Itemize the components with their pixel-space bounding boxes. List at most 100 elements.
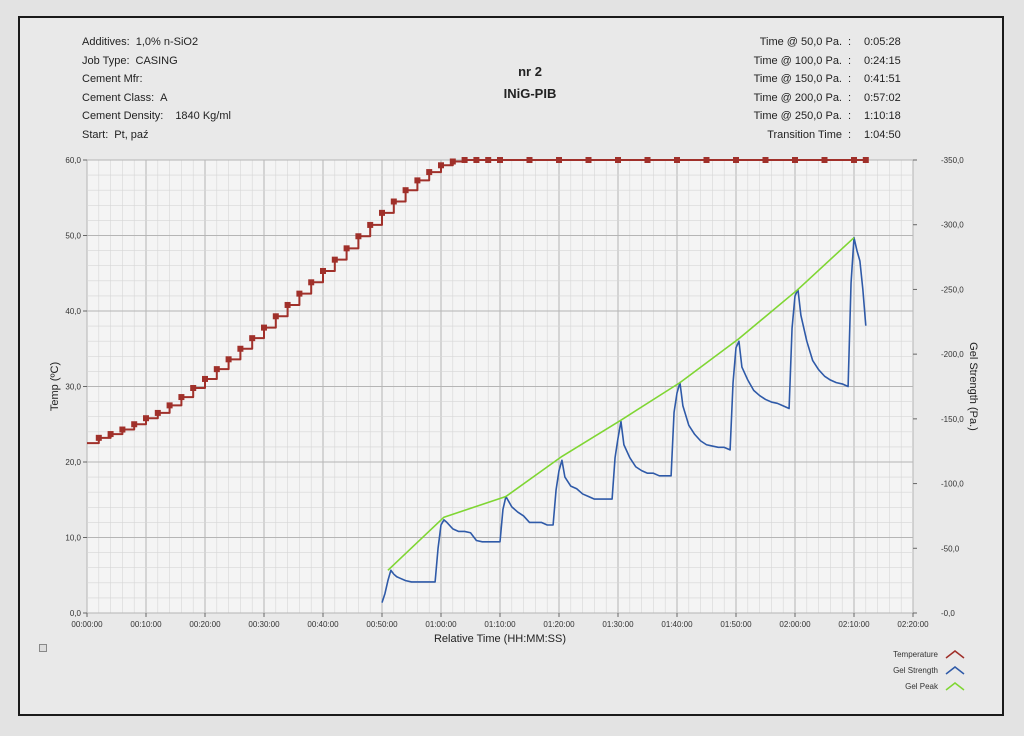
y-right-tick-label: -100,0 — [941, 480, 964, 489]
info-row: Cement Class: A — [82, 92, 167, 104]
temperature-step-marker — [261, 324, 267, 331]
series-line-gel-strength — [381, 236, 867, 603]
temperature-step-marker — [526, 157, 533, 163]
info-value: A — [160, 91, 168, 104]
temperature-step-marker — [473, 157, 480, 163]
gel-time-separator: : — [848, 36, 852, 48]
legend-label: Gel Peak — [905, 682, 939, 691]
temperature-step-marker — [390, 198, 397, 205]
gel-time-separator: : — [848, 91, 852, 104]
temperature-step-marker — [449, 158, 456, 165]
temperature-step-marker — [821, 157, 828, 163]
temperature-step-marker — [461, 157, 468, 163]
series-line-gel-peak — [387, 237, 855, 571]
temperature-step-marker — [202, 375, 208, 382]
temperature-step-marker — [792, 157, 798, 163]
temperature-step-marker — [107, 431, 114, 438]
gel-time-value: 0:24:15 — [864, 54, 901, 67]
gel-time-separator: : — [848, 129, 852, 141]
temperature-step-marker — [154, 409, 161, 416]
y-right-tick-label: -350,0 — [941, 156, 964, 165]
x-tick-label: 02:20:00 — [897, 620, 929, 629]
x-tick-label: 01:30:00 — [602, 620, 634, 629]
info-label: Cement Density: — [82, 110, 164, 123]
y-right-tick-label: -50,0 — [941, 544, 960, 553]
x-tick-label: 01:40:00 — [661, 620, 693, 629]
gel-time-separator: : — [848, 110, 852, 123]
info-value: 1840 Kg/ml — [175, 110, 231, 123]
info-label: Cement Mfr: — [82, 73, 143, 86]
temperature-step-marker — [343, 245, 350, 252]
temperature-step-marker — [178, 394, 185, 401]
temperature-step-marker — [733, 157, 739, 163]
info-label: Additives: — [82, 36, 130, 48]
x-tick-label: 00:00:00 — [71, 620, 103, 629]
gel-time-label: Time @ 200,0 Pa. — [753, 91, 842, 104]
legend-swatch — [945, 650, 965, 659]
info-row: Cement Density: 1840 Kg/ml — [82, 110, 231, 122]
y-right-tick-label: -0,0 — [941, 609, 955, 618]
temperature-step-marker — [237, 345, 244, 352]
gel-time-label: Time @ 150,0 Pa. — [753, 73, 842, 86]
info-row: Cement Mfr: — [82, 73, 149, 85]
temperature-step-marker — [703, 157, 710, 163]
info-row: Additives: 1,0% n-SiO2 — [82, 36, 198, 48]
x-tick-label: 00:30:00 — [248, 620, 280, 629]
temperature-step-marker — [355, 233, 362, 240]
gel-time-label: Time @ 250,0 Pa. — [753, 110, 842, 123]
gel-time-label: Transition Time — [767, 129, 842, 141]
temperature-step-marker — [213, 366, 220, 373]
legend-swatch — [945, 666, 965, 675]
y-right-tick-label: -250,0 — [941, 285, 964, 294]
temperature-step-marker — [190, 385, 197, 392]
gel-time-label: Time @ 100,0 Pa. — [753, 54, 842, 67]
temperature-step-marker — [166, 402, 173, 409]
temperature-step-marker — [95, 434, 102, 441]
info-label: Cement Class: — [82, 91, 155, 104]
temperature-step-marker — [143, 415, 149, 422]
info-value: CASING — [135, 54, 178, 67]
x-tick-label: 01:00:00 — [425, 620, 457, 629]
x-tick-label: 02:10:00 — [838, 620, 870, 629]
temperature-step-marker — [320, 267, 326, 274]
gel-time-label: Time @ 50,0 Pa. — [759, 36, 842, 48]
info-label: Job Type: — [82, 54, 130, 67]
x-tick-label: 00:40:00 — [307, 620, 339, 629]
y-right-tick-label: -200,0 — [941, 350, 964, 359]
gel-time-value: 1:10:18 — [864, 110, 901, 123]
temperature-step-marker — [131, 421, 138, 428]
temperature-step-marker — [674, 157, 680, 163]
temperature-step-marker — [497, 157, 503, 163]
temperature-step-marker — [644, 157, 651, 163]
temperature-step-marker — [762, 157, 769, 163]
x-tick-label: 01:10:00 — [484, 620, 516, 629]
corner-checkbox[interactable] — [39, 644, 47, 652]
temperature-step-marker — [119, 426, 126, 433]
report-subtitle: INiG-PIB — [503, 86, 557, 101]
temperature-step-marker — [249, 335, 256, 342]
temperature-step-marker — [485, 157, 492, 163]
gel-time-value: 0:05:28 — [864, 36, 901, 48]
y-left-tick-label: 60,0 — [65, 156, 81, 165]
temperature-step-marker — [426, 169, 433, 176]
y-right-axis-title: Gel Strength (Pa.) — [967, 342, 979, 431]
temperature-step-marker — [615, 157, 621, 163]
temperature-step-marker — [851, 157, 857, 163]
y-left-tick-label: 30,0 — [65, 383, 81, 392]
temperature-step-marker — [556, 157, 562, 163]
y-left-axis-title: Temp (ºC) — [49, 362, 61, 411]
temperature-step-marker — [308, 279, 315, 286]
info-row: Start: Pt, paź — [82, 129, 149, 141]
y-left-tick-label: 10,0 — [65, 534, 81, 543]
y-right-tick-label: -300,0 — [941, 221, 964, 230]
y-left-tick-label: 40,0 — [65, 307, 81, 316]
legend-label: Gel Strength — [893, 666, 938, 675]
temperature-step-marker — [862, 157, 869, 163]
gel-time-value: 0:41:51 — [864, 73, 901, 86]
temperature-step-marker — [585, 157, 592, 163]
y-right-tick-label: -150,0 — [941, 415, 964, 424]
y-left-tick-label: 50,0 — [65, 232, 81, 241]
x-tick-label: 00:10:00 — [130, 620, 162, 629]
legend-swatch — [945, 682, 965, 691]
